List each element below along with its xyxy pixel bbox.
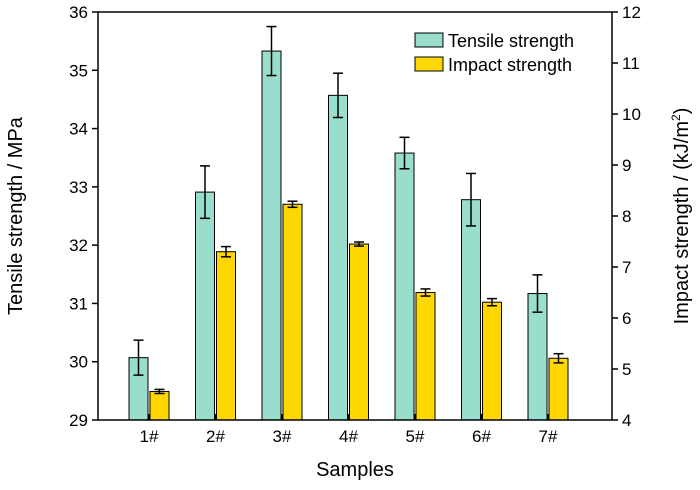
y-right-tick-label: 5 bbox=[622, 360, 631, 379]
bar-impact-strength bbox=[282, 203, 303, 421]
bar-tensile-strength bbox=[461, 199, 481, 421]
bar-impact-strength bbox=[149, 390, 170, 421]
legend-label-tensile-strength: Tensile strength bbox=[448, 31, 574, 51]
bar-tensile-strength bbox=[195, 191, 215, 421]
y-left-tick-label: 31 bbox=[69, 294, 88, 313]
y-left-tick-label: 34 bbox=[69, 120, 88, 139]
y-left-tick-label: 35 bbox=[69, 61, 88, 80]
bars-layer bbox=[128, 25, 569, 421]
bar-impact-strength bbox=[216, 251, 236, 421]
y-left-tick-label: 32 bbox=[69, 236, 88, 255]
bar-tensile-strength bbox=[261, 50, 282, 421]
bar-impact-strength bbox=[349, 243, 369, 421]
bar-impact-strength bbox=[415, 292, 436, 421]
y-right-axis-title-superscript: 2 bbox=[669, 114, 683, 121]
y-right-tick-label: 11 bbox=[622, 54, 640, 73]
bar-impact-strength bbox=[548, 357, 569, 421]
y-left-tick-label: 33 bbox=[69, 178, 88, 197]
bar-tensile-strength bbox=[394, 152, 415, 421]
x-tick-label: 1# bbox=[140, 427, 159, 446]
y-left-tick-label: 30 bbox=[69, 353, 88, 372]
x-tick-label: 2# bbox=[206, 427, 225, 446]
x-tick-label: 6# bbox=[472, 427, 491, 446]
legend-label-impact-strength: Impact strength bbox=[448, 55, 572, 75]
y-right-tick-label: 6 bbox=[622, 309, 631, 328]
y-right-tick-label: 9 bbox=[622, 156, 631, 175]
x-tick-label: 3# bbox=[273, 427, 292, 446]
x-tick-label: 4# bbox=[339, 427, 358, 446]
y-right-tick-label: 7 bbox=[622, 258, 631, 277]
bar-tensile-strength bbox=[328, 94, 348, 421]
x-tick-label: 5# bbox=[406, 427, 425, 446]
x-tick-label: 7# bbox=[539, 427, 558, 446]
y-right-tick-label: 12 bbox=[622, 3, 641, 22]
ticks-layer: 29 30 31 32 33 34 35 36 4 5 6 7 8 9 10 11 12 1# 2# 3# 4# 5# 6#… bbox=[69, 3, 641, 446]
y-right-tick-label: 8 bbox=[622, 207, 631, 226]
y-right-axis-title-close: ) bbox=[671, 108, 693, 115]
bar-impact-strength bbox=[482, 301, 502, 421]
legend: Tensile strength Impact strength bbox=[414, 31, 574, 75]
y-right-tick-label: 4 bbox=[622, 411, 631, 430]
y-left-tick-label: 29 bbox=[69, 411, 88, 430]
x-axis-title: Samples bbox=[316, 459, 394, 481]
y-right-axis-title-main: Impact strength / (kJ/m bbox=[671, 121, 693, 324]
y-left-tick-label: 36 bbox=[69, 3, 88, 22]
legend-swatch-impact-strength bbox=[414, 56, 444, 72]
y-right-tick-label: 10 bbox=[622, 105, 641, 124]
legend-swatch-tensile-strength bbox=[414, 32, 444, 48]
y-left-axis-title: Tensile strength / MPa bbox=[5, 116, 27, 315]
y-right-axis-title: Impact strength / (kJ/m2) bbox=[669, 108, 693, 325]
